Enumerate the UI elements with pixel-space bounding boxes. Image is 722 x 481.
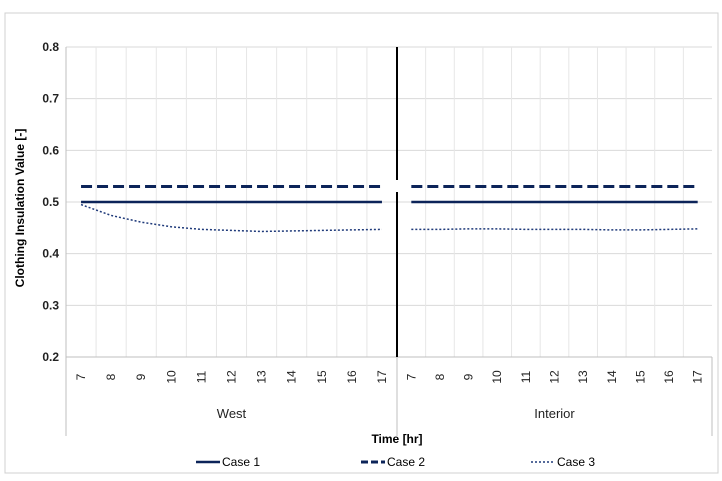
x-axis-title: Time [hr] bbox=[371, 432, 422, 446]
x-tick-label: 11 bbox=[194, 370, 208, 383]
y-tick-label: 0.7 bbox=[42, 92, 59, 106]
legend-label: Case 2 bbox=[387, 455, 425, 469]
y-axis-title: Clothing Insulation Value [-] bbox=[13, 129, 27, 288]
x-tick-label: 13 bbox=[255, 370, 269, 384]
x-tick-label: 9 bbox=[134, 373, 148, 380]
x-tick-label: 7 bbox=[404, 373, 418, 380]
x-tick-label: 17 bbox=[375, 370, 389, 384]
x-tick-label: 10 bbox=[164, 370, 178, 384]
y-tick-label: 0.8 bbox=[42, 40, 59, 54]
chart-border bbox=[4, 12, 719, 474]
x-tick-label: 14 bbox=[605, 370, 619, 384]
y-tick-label: 0.6 bbox=[42, 143, 59, 157]
tick-labels: 0.2 0.3 0.4 0.5 0.6 0.7 0.8 7 8 9 10 11 12 13 14 15 16 17… bbox=[42, 40, 704, 421]
x-tick-label: 9 bbox=[462, 373, 476, 380]
x-tick-label: 15 bbox=[633, 370, 647, 384]
y-tick-label: 0.2 bbox=[42, 350, 59, 364]
x-tick-label: 7 bbox=[74, 373, 88, 380]
axes bbox=[65, 47, 713, 436]
series-line-case-3-west bbox=[80, 203, 382, 233]
x-tick-label: 10 bbox=[490, 370, 504, 384]
series-lines bbox=[80, 185, 698, 233]
x-tick-label: 11 bbox=[519, 370, 533, 383]
x-tick-label: 14 bbox=[285, 370, 299, 384]
y-tick-label: 0.3 bbox=[42, 298, 59, 312]
y-tick-label: 0.4 bbox=[42, 247, 59, 261]
panel-label-west: West bbox=[217, 406, 247, 421]
x-tick-label: 16 bbox=[345, 370, 359, 384]
legend: Case 1 Case 2 Case 3 bbox=[196, 455, 595, 469]
x-tick-label: 17 bbox=[691, 370, 705, 384]
x-tick-label: 15 bbox=[315, 370, 329, 384]
x-tick-label: 12 bbox=[225, 370, 239, 384]
x-tick-label: 8 bbox=[104, 373, 118, 380]
x-tick-label: 16 bbox=[662, 370, 676, 384]
y-tick-label: 0.5 bbox=[42, 195, 59, 209]
panel-label-interior: Interior bbox=[534, 406, 575, 421]
x-tick-label: 13 bbox=[576, 370, 590, 384]
x-tick-label: 8 bbox=[433, 373, 447, 380]
x-tick-label: 12 bbox=[548, 370, 562, 384]
legend-label: Case 1 bbox=[222, 455, 260, 469]
legend-label: Case 3 bbox=[557, 455, 595, 469]
